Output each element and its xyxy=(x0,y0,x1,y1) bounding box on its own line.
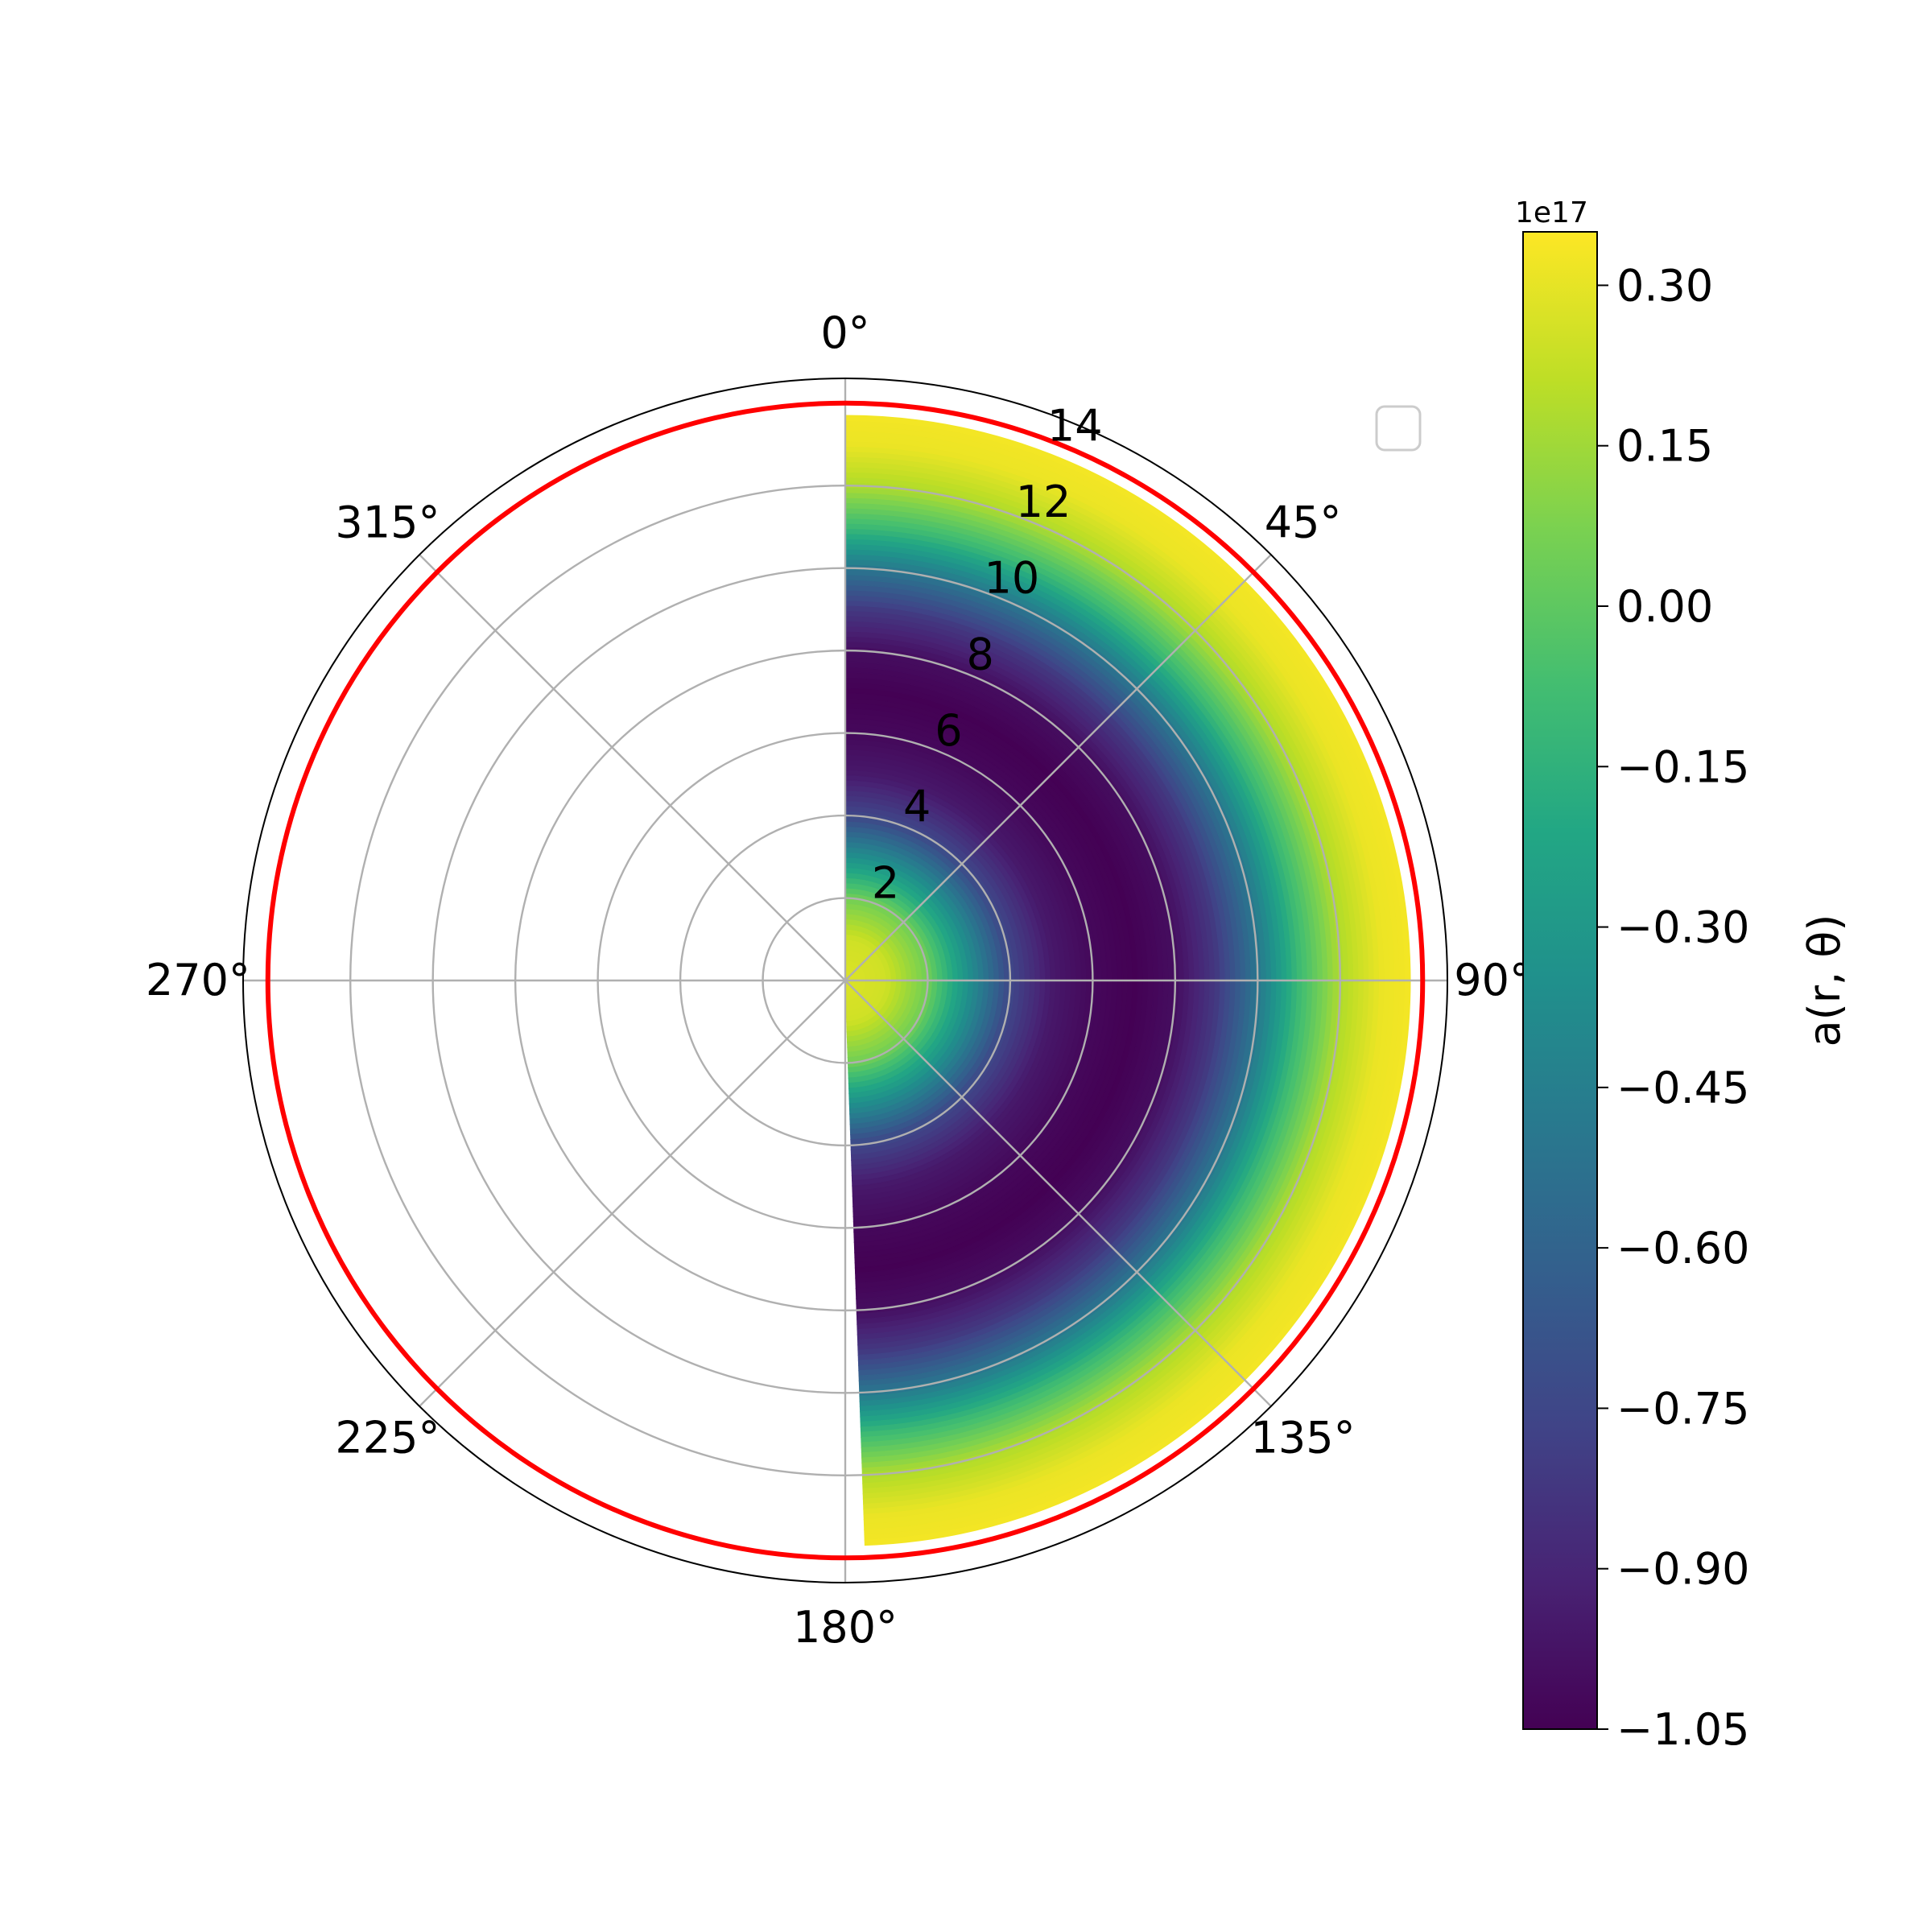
r-tick-label: 10 xyxy=(984,553,1039,604)
theta-tick-label: 315° xyxy=(335,497,440,547)
r-tick-label: 8 xyxy=(966,629,993,679)
colorbar-tick-label: −0.60 xyxy=(1616,1223,1749,1274)
theta-tick-label: 225° xyxy=(335,1413,440,1463)
colorbar-ticks: 0.30 0.15 0.00 −0.15 −0.30 −0.45 −0.60 −0.75 −0.… xyxy=(1597,260,1749,1755)
colorbar-tick-label: 0.00 xyxy=(1616,581,1713,632)
colorbar-label: a(r, θ) xyxy=(1799,914,1850,1047)
theta-tick-label: 135° xyxy=(1251,1413,1356,1463)
theta-tick-label: 90° xyxy=(1454,955,1531,1005)
theta-tick-labels: 0° 45° 90° 135° 180° 225° 270° 315° xyxy=(146,308,1531,1653)
polar-frame xyxy=(242,378,1448,1583)
boundary-circle xyxy=(265,400,1426,1561)
r-tick-label: 4 xyxy=(903,782,931,832)
r-tick-label: 2 xyxy=(872,857,899,908)
theta-gridline xyxy=(419,554,846,981)
colorbar-tick-label: −0.75 xyxy=(1616,1383,1749,1434)
colorbar-tick-label: −1.05 xyxy=(1616,1704,1749,1755)
theta-gridline xyxy=(419,980,846,1407)
theta-tick-label: 180° xyxy=(793,1602,898,1653)
field-band xyxy=(844,415,1411,1546)
colorbar-tick-label: 0.30 xyxy=(1616,260,1713,311)
theta-gridline xyxy=(844,554,1272,981)
colorbar-tick-label: −0.30 xyxy=(1616,902,1749,953)
field-wedges xyxy=(844,415,1411,1546)
colorbar-tick-label: 0.15 xyxy=(1616,421,1713,472)
colorbar-tick-label: −0.15 xyxy=(1616,741,1749,792)
theta-tick-label: 45° xyxy=(1265,497,1342,547)
legend-box xyxy=(1375,405,1422,452)
colorbar-tick-label: −0.45 xyxy=(1616,1063,1749,1113)
polar-grid xyxy=(243,378,1447,1583)
theta-tick-label: 270° xyxy=(146,955,250,1005)
colorbar-offset-text: 1e17 xyxy=(1515,196,1588,229)
colorbar xyxy=(1522,231,1598,1730)
colorbar-tick-label: −0.90 xyxy=(1616,1544,1749,1595)
theta-tick-label: 0° xyxy=(820,308,869,358)
r-tick-label: 6 xyxy=(935,705,962,756)
r-tick-label: 14 xyxy=(1047,400,1103,451)
theta-gridline xyxy=(844,980,1272,1407)
r-tick-label: 12 xyxy=(1016,477,1071,527)
